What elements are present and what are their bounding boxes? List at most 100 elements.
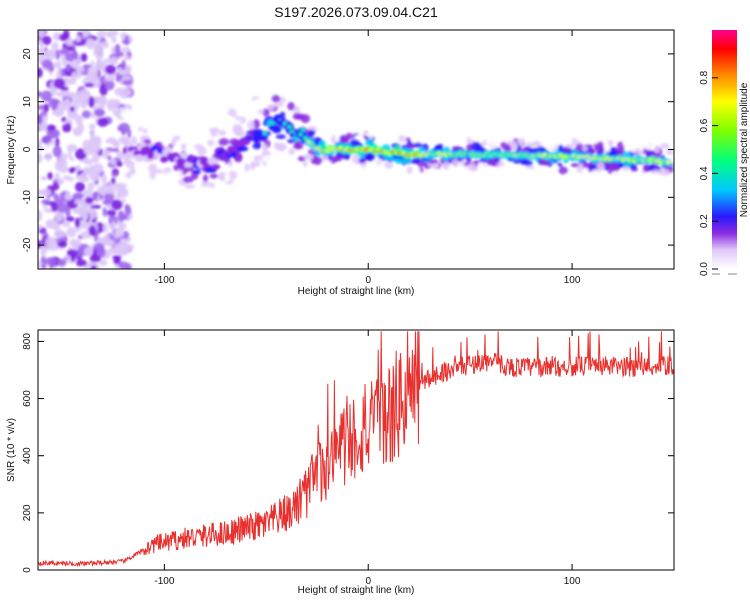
spectrogram-noise-blob bbox=[103, 234, 110, 239]
spectrogram-halo-blob bbox=[476, 162, 484, 172]
spectrogram-halo-blob bbox=[474, 169, 481, 177]
spectrogram-noise-blob bbox=[111, 220, 116, 231]
spectrogram-ridge-core bbox=[262, 131, 268, 136]
spectrogram-halo-blob bbox=[134, 192, 143, 199]
x-tick-label: 0 bbox=[365, 576, 371, 587]
spectrogram-halo-blob bbox=[660, 143, 670, 149]
spectrogram-halo-blob bbox=[148, 163, 157, 173]
spectrogram-halo-blob bbox=[300, 93, 310, 100]
spectrogram-halo-blob bbox=[207, 195, 217, 203]
spectrogram-halo-blob bbox=[384, 161, 394, 169]
spectrogram-noise-blob bbox=[114, 231, 120, 239]
spectrogram-noise-blob bbox=[79, 88, 91, 101]
spectrogram-halo-blob bbox=[611, 170, 623, 177]
spectrogram-y-label: Frequency (Hz) bbox=[6, 116, 17, 185]
spectrogram-noise-blob bbox=[65, 52, 75, 62]
spectrogram-noise-blob bbox=[65, 63, 71, 73]
spectrogram-halo-blob bbox=[256, 172, 263, 182]
spectrogram-halo-blob bbox=[285, 87, 296, 94]
spectrogram-noise-blob bbox=[121, 126, 126, 136]
spectrogram-halo-blob bbox=[524, 168, 534, 176]
spectrogram-halo-blob bbox=[630, 143, 637, 152]
spectrogram-noise-blob bbox=[40, 175, 48, 181]
spectrogram-halo-blob bbox=[218, 171, 226, 181]
spectrogram-halo-blob bbox=[532, 140, 540, 147]
spectrogram-noise-blob bbox=[95, 48, 104, 61]
spectrogram-noise-blob bbox=[121, 39, 131, 45]
spectrogram-ridge-outer bbox=[133, 150, 142, 156]
spectrogram-halo-blob bbox=[200, 200, 210, 205]
spectrogram-noise-blob bbox=[83, 246, 94, 257]
spectrogram-noise-blob bbox=[52, 180, 60, 191]
spectrogram-noise-blob bbox=[68, 167, 76, 174]
spectrogram-halo-blob bbox=[194, 144, 204, 150]
spectrogram-halo-blob bbox=[187, 192, 196, 203]
spectrogram-halo-blob bbox=[582, 146, 588, 152]
spectrogram-halo-blob bbox=[255, 97, 265, 103]
y-tick-label: 600 bbox=[22, 390, 33, 407]
spectrogram-noise-blob bbox=[101, 150, 110, 159]
spectrogram-halo-blob bbox=[207, 139, 215, 147]
spectrogram-halo-blob bbox=[161, 179, 168, 186]
spectrogram-noise-blob bbox=[114, 256, 120, 262]
spectrogram-noise-blob bbox=[124, 203, 130, 212]
spectrogram-halo-blob bbox=[153, 169, 164, 174]
x-tick-label: -100 bbox=[154, 275, 174, 286]
spectrogram-ridge-outer bbox=[124, 152, 133, 159]
y-tick-label: 200 bbox=[22, 504, 33, 521]
spectrogram-halo-blob bbox=[288, 148, 296, 155]
spectrogram-halo-blob bbox=[225, 119, 236, 127]
spectrogram-noise-blob bbox=[74, 181, 86, 193]
spectrogram-halo-blob bbox=[244, 163, 250, 172]
spectrogram-noise-blob bbox=[47, 172, 53, 180]
spectrogram-halo-blob bbox=[498, 165, 509, 171]
spectrogram-x-label: Height of straight line (km) bbox=[298, 286, 415, 297]
spectrogram-noise-blob bbox=[69, 106, 75, 112]
spectrogram-halo-blob bbox=[387, 131, 396, 141]
spectrogram-halo-blob bbox=[275, 134, 286, 140]
spectrogram-noise-blob bbox=[90, 265, 97, 269]
spectrogram-noise-blob bbox=[96, 30, 108, 37]
spectrogram-halo-blob bbox=[253, 82, 261, 92]
spectrogram-halo-blob bbox=[282, 91, 293, 98]
spectrogram-halo-blob bbox=[596, 161, 605, 171]
spectrogram-noise-blob bbox=[52, 109, 65, 117]
spectrogram-halo-blob bbox=[139, 119, 151, 128]
spectrogram-noise-blob bbox=[38, 224, 43, 230]
spectrogram-noise-blob bbox=[93, 242, 105, 253]
spectrogram-halo-blob bbox=[175, 170, 182, 181]
spectrogram-halo-blob bbox=[153, 134, 159, 140]
spectrogram-halo-blob bbox=[264, 168, 271, 175]
spectrogram-halo-blob bbox=[163, 172, 174, 178]
spectrogram-noise-blob bbox=[70, 58, 79, 69]
spectrogram-noise-blob bbox=[92, 191, 98, 201]
spectrogram-noise-blob bbox=[58, 240, 68, 248]
spectrogram-noise-blob bbox=[65, 206, 71, 218]
spectrogram-halo-blob bbox=[230, 182, 238, 189]
colorbar: 0.0 0.2 0.4 0.6 0.8 Normalized spectral ampl… bbox=[699, 30, 750, 276]
spectrogram-halo-blob bbox=[565, 144, 574, 149]
spectrogram-halo-blob bbox=[654, 145, 660, 154]
spectrogram-noise-blob bbox=[66, 144, 78, 152]
spectrogram-noise-blob bbox=[72, 99, 81, 110]
spectrogram-halo-blob bbox=[209, 173, 219, 179]
spectrogram-noise-blob bbox=[57, 178, 65, 185]
spectrogram-ridge-outer bbox=[180, 152, 189, 159]
spectrogram-noise-blob bbox=[82, 189, 94, 198]
snr-background bbox=[38, 330, 674, 570]
spectrogram-halo-blob bbox=[123, 137, 129, 148]
y-tick-label: 10 bbox=[22, 96, 33, 108]
spectrogram-noise-blob bbox=[55, 159, 68, 168]
spectrogram-halo-blob bbox=[273, 141, 280, 150]
spectrogram-halo-blob bbox=[292, 112, 303, 120]
spectrogram-noise-blob bbox=[46, 127, 57, 140]
spectrogram-halo-blob bbox=[590, 171, 601, 177]
spectrogram-noise-blob bbox=[79, 66, 85, 73]
colorbar-gradient bbox=[712, 30, 737, 269]
spectrogram-halo-blob bbox=[160, 127, 171, 133]
spectrogram-halo-blob bbox=[365, 138, 375, 148]
spectrogram-halo-blob bbox=[140, 171, 147, 181]
spectrogram-noise-blob bbox=[38, 30, 45, 39]
spectrogram-halo-blob bbox=[666, 148, 674, 155]
spectrogram-halo-blob bbox=[442, 161, 450, 171]
